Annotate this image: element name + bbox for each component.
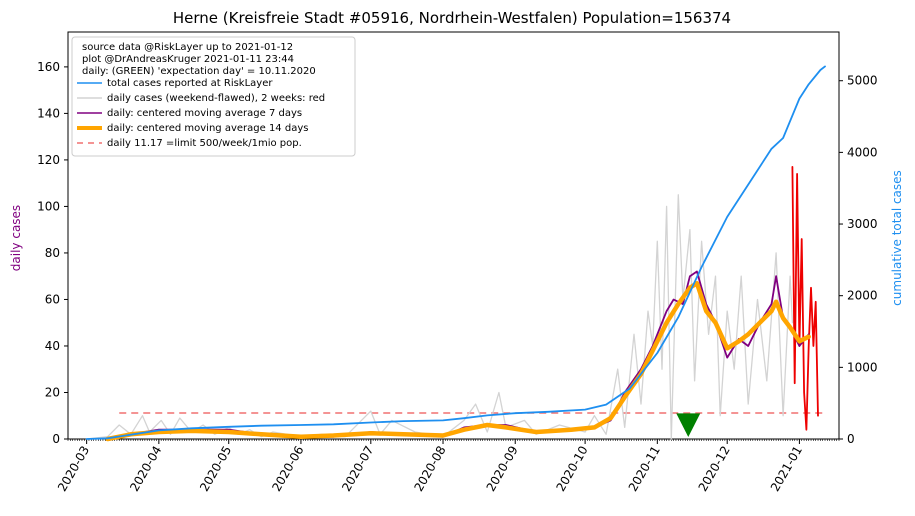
x-tick-label: 2020-07 <box>339 444 376 494</box>
legend-box <box>71 36 356 157</box>
y-left-tick-label: 100 <box>37 199 60 213</box>
y-right-tick-label: 4000 <box>847 145 878 159</box>
chart-title: Herne (Kreisfreie Stadt #05916, Nordrhei… <box>173 9 731 27</box>
x-tick-label: 2020-05 <box>197 444 234 494</box>
y-right-tick-label: 5000 <box>847 74 878 88</box>
x-tick-label: 2020-12 <box>696 444 733 494</box>
x-tick-label: 2020-03 <box>55 444 92 494</box>
legend: source data @RiskLayer up to 2021-01-12 … <box>71 36 356 157</box>
legend-label: total cases reported at RiskLayer <box>107 78 273 89</box>
x-tick-label: 2020-08 <box>411 444 448 494</box>
x-tick-label: 2020-09 <box>484 444 521 494</box>
y-left-tick-label: 60 <box>45 292 60 306</box>
expectation-day-marker <box>676 413 701 437</box>
x-tick-label: 2020-11 <box>626 444 663 494</box>
series-moving-average-14 <box>105 280 811 442</box>
y-left-tick-label: 0 <box>52 432 60 446</box>
y-right-tick-label: 1000 <box>847 360 878 374</box>
series-daily-cases <box>85 194 794 440</box>
y-axis-right-label: cumulative total cases <box>890 170 904 306</box>
x-tick-label: 2020-06 <box>269 444 306 494</box>
y-left-tick-label: 40 <box>45 339 60 353</box>
y-left-tick-label: 80 <box>45 246 60 260</box>
y-left-tick-label: 120 <box>37 153 60 167</box>
x-tick-label: 2020-10 <box>554 444 591 494</box>
legend-header-line: plot @DrAndreasKruger 2021-01-11 23:44 <box>82 54 294 65</box>
legend-header-line: daily: (GREEN) 'expectation day' = 10.11… <box>82 66 316 77</box>
y-right-tick-label: 3000 <box>847 217 878 231</box>
series-total-cases <box>85 65 826 440</box>
legend-label: daily: centered moving average 7 days <box>107 108 302 119</box>
y-left-tick-label: 160 <box>37 60 60 74</box>
legend-entries: total cases reported at RiskLayer daily c… <box>77 78 325 149</box>
y-left-tick-label: 140 <box>37 106 60 120</box>
y-right-tick-label: 0 <box>847 432 855 446</box>
x-tick-label: 2020-04 <box>127 444 164 494</box>
legend-header-line: source data @RiskLayer up to 2021-01-12 <box>82 42 293 53</box>
legend-label: daily cases (weekend-flawed), 2 weeks: r… <box>107 93 325 104</box>
x-tick-label: 2021-01 <box>768 444 805 494</box>
legend-label: daily: centered moving average 14 days <box>107 123 308 134</box>
y-left-tick-label: 20 <box>45 385 60 399</box>
legend-label: daily 11.17 =limit 500/week/1mio pop. <box>107 138 302 149</box>
y-axis-left-label: daily cases <box>9 205 23 271</box>
series-daily-last-2-weeks <box>791 165 819 431</box>
y-right-tick-label: 2000 <box>847 289 878 303</box>
axes-frame <box>67 31 840 440</box>
